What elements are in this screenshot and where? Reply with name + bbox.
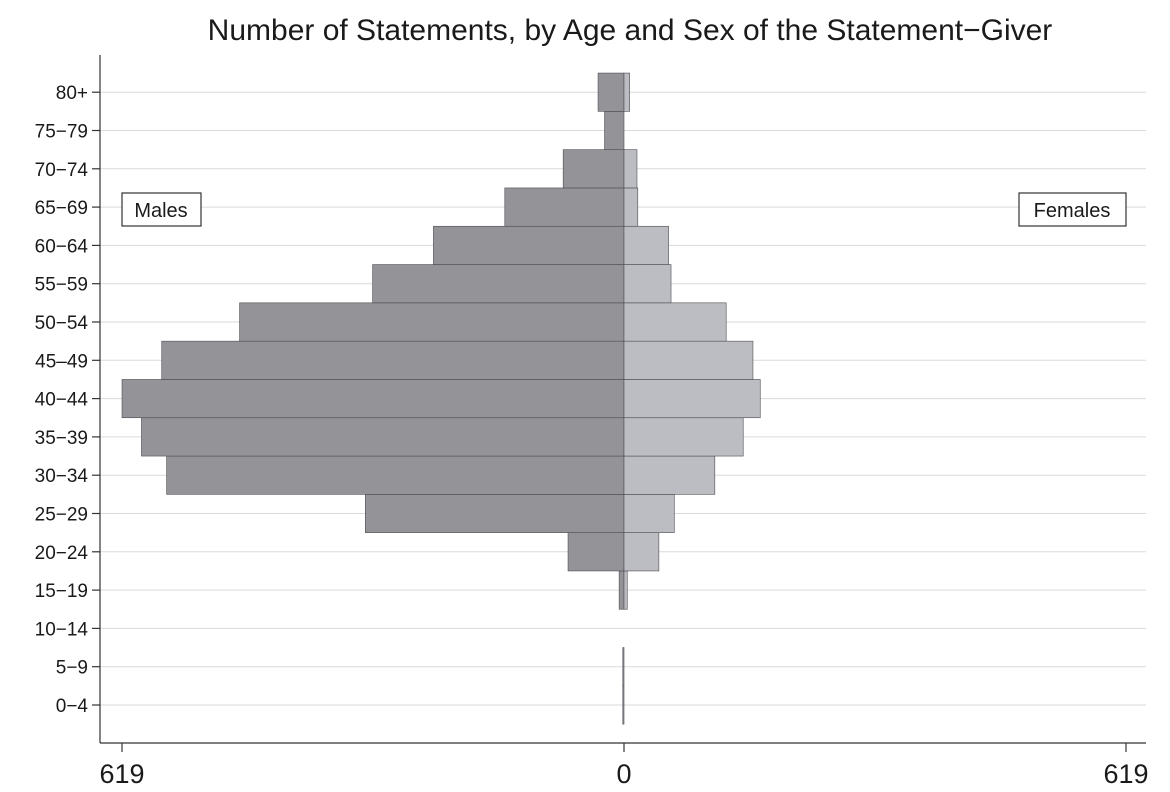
bar-females-55−59 [623, 264, 672, 304]
legend-males-label: Males [134, 200, 187, 222]
x-ticks: 619 0 619 [99, 743, 1149, 789]
y-tick-label: 50−54 [35, 313, 89, 334]
y-tick-label: 10−14 [35, 619, 89, 640]
bar-males-45–49 [161, 340, 625, 380]
y-tick-label: 0−4 [56, 696, 89, 717]
bar-females-80+ [623, 72, 630, 112]
legend-females-box [1018, 192, 1127, 227]
bar-males-30−34 [166, 455, 625, 495]
x-tick-label: 619 [99, 759, 144, 789]
bar-males-80+ [597, 72, 625, 112]
y-tick-label: 65−69 [35, 198, 88, 219]
y-tick-label: 80+ [56, 83, 88, 104]
y-tick-label: 55−59 [35, 275, 88, 296]
bar-females-30−34 [623, 455, 716, 495]
bar-females-70−74 [623, 149, 638, 189]
bar-males-65−69 [504, 187, 625, 227]
y-tick-label: 15−19 [35, 581, 88, 602]
x-tick-label: 619 [1103, 759, 1148, 789]
bar-males-55−59 [372, 264, 625, 304]
bar-females-20−24 [623, 532, 660, 572]
bar-females-40−44 [623, 379, 761, 419]
bar-males-60−64 [433, 225, 625, 265]
bar-females-35−39 [623, 417, 744, 457]
bar-males-70−74 [562, 149, 625, 189]
bar-males-35−39 [141, 417, 625, 457]
bar-females-15−19 [623, 570, 628, 610]
bar-males-40−44 [121, 379, 625, 419]
y-tick-label: 40−44 [35, 390, 89, 411]
bar-males-15−19 [618, 570, 625, 610]
bar-males-0−4 [622, 685, 625, 725]
y-tick-label: 35−39 [35, 428, 88, 449]
bar-males-5−9 [622, 647, 625, 687]
bar-females-60−64 [623, 225, 669, 265]
legend-males-box [121, 192, 202, 227]
bar-males-20−24 [567, 532, 625, 572]
bar-females-25−29 [623, 494, 675, 533]
bar-males-75−79 [604, 111, 625, 150]
y-tick-label: 25−29 [35, 505, 88, 526]
y-tick-label: 5−9 [56, 658, 88, 679]
y-tick-label: 60−64 [35, 236, 89, 257]
y-tick-label: 30−34 [35, 466, 89, 487]
y-tick-label: 20−24 [35, 543, 89, 564]
legend-females-label: Females [1034, 200, 1111, 222]
bar-females-45–49 [623, 340, 754, 380]
x-tick-label: 0 [616, 759, 631, 789]
bar-females-50−54 [623, 302, 727, 342]
y-tick-label: 75−79 [35, 122, 88, 143]
bar-females-65−69 [623, 187, 639, 227]
y-tick-label: 45–49 [35, 351, 88, 372]
chart-title: Number of Statements, by Age and Sex of … [208, 14, 1053, 47]
bar-males-50−54 [239, 302, 625, 342]
bar-males-25−29 [364, 494, 625, 533]
legend: Males Females [121, 192, 1127, 227]
y-tick-label: 70−74 [35, 160, 89, 181]
y-ticks: 0−4 5−9 10−14 15−19 20−24 25−29 30−34 35−39 40−4… [35, 83, 100, 717]
bars [121, 72, 761, 725]
